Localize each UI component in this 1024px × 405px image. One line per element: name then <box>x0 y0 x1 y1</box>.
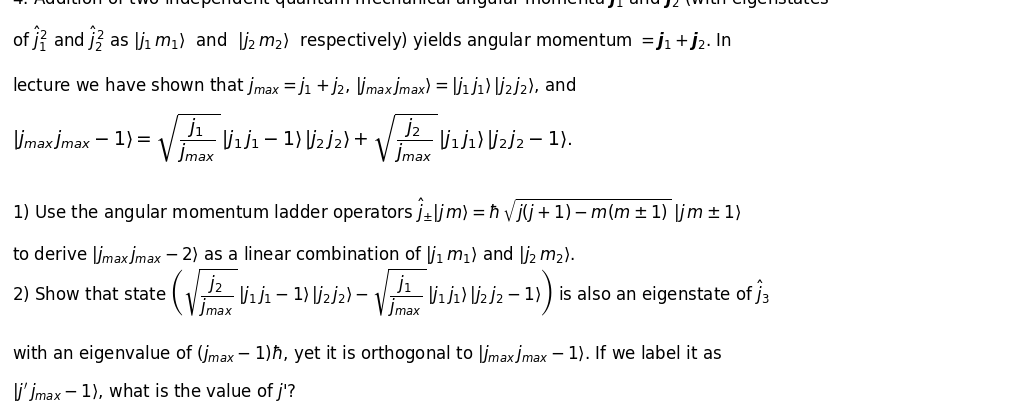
Text: 4. Addition of two independent quantum mechanical angular momenta $\boldsymbol{j: 4. Addition of two independent quantum m… <box>12 0 829 10</box>
Text: lecture we have shown that $j_{max} = j_1 + j_2$, $|j_{max}\, j_{max}\rangle = |: lecture we have shown that $j_{max} = j_… <box>12 75 577 97</box>
Text: 1) Use the angular momentum ladder operators $\hat{j}_{\pm}|j\, m\rangle = \hbar: 1) Use the angular momentum ladder opera… <box>12 196 741 225</box>
Text: of $\hat{j}_1^{\,2}$ and $\hat{j}_2^{\,2}$ as $|j_1\, m_1\rangle$  and  $|j_2\, : of $\hat{j}_1^{\,2}$ and $\hat{j}_2^{\,2… <box>12 24 732 53</box>
Text: $|j_{max}\, j_{max} - 1\rangle = \sqrt{\dfrac{j_1}{j_{max}}}\,|j_1\, j_1 - 1\ran: $|j_{max}\, j_{max} - 1\rangle = \sqrt{\… <box>12 111 572 164</box>
Text: with an eigenvalue of $(j_{max} - 1)\hbar$, yet it is orthogonal to $|j_{max}\, : with an eigenvalue of $(j_{max} - 1)\hba… <box>12 343 722 364</box>
Text: $|j'\, j_{max} - 1\rangle$, what is the value of $j$'?: $|j'\, j_{max} - 1\rangle$, what is the … <box>12 380 297 403</box>
Text: 2) Show that state $\left(\sqrt{\dfrac{j_2}{j_{max}}}\,|j_1\, j_1 - 1\rangle\, |: 2) Show that state $\left(\sqrt{\dfrac{j… <box>12 266 770 318</box>
Text: to derive $|j_{max}\, j_{max} - 2\rangle$ as a linear combination of $|j_1\, m_1: to derive $|j_{max}\, j_{max} - 2\rangle… <box>12 243 575 265</box>
